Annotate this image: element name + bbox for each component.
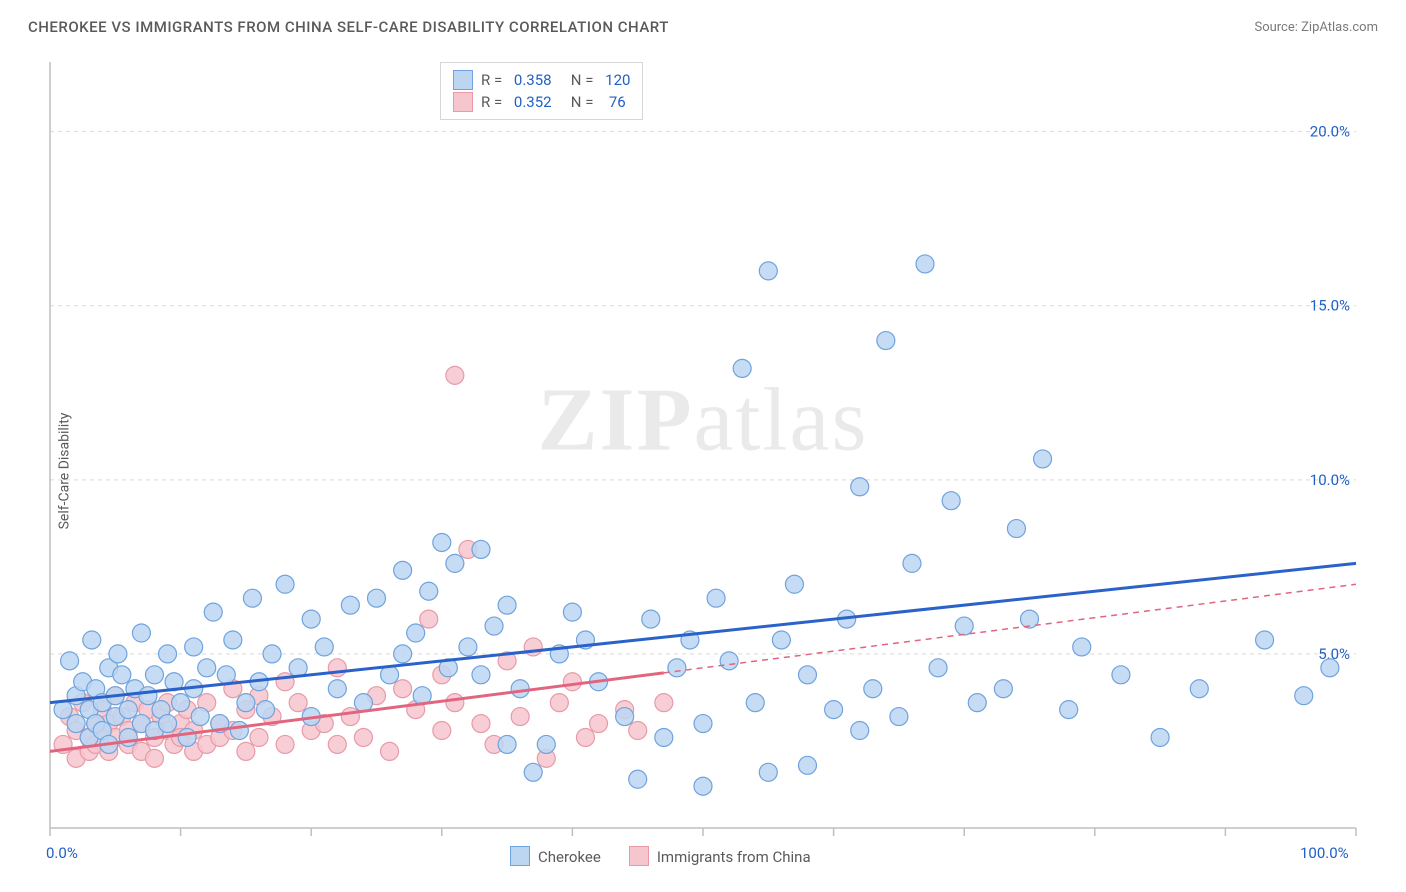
series-legend: Cherokee Immigrants from China (510, 846, 811, 866)
chart-title: CHEROKEE VS IMMIGRANTS FROM CHINA SELF-C… (28, 18, 669, 36)
legend-swatch (453, 70, 473, 90)
legend-n-label: N = (560, 69, 598, 91)
legend-row: R = 0.358 N = 120 (453, 69, 630, 91)
legend-n-label: N = (560, 91, 598, 113)
legend-swatch (510, 846, 530, 866)
series-legend-item: Cherokee (510, 846, 601, 866)
chart-area: Self-Care Disability ZIPatlas 5.0%10.0%1… (0, 50, 1406, 892)
series-legend-item: Immigrants from China (629, 846, 811, 866)
legend-row: R = 0.352 N = 76 (453, 91, 630, 113)
legend-r-value: 0.352 (514, 91, 552, 113)
x-axis-max-label: 100.0% (1300, 844, 1349, 862)
legend-r-value: 0.358 (514, 69, 552, 91)
x-axis-min-label: 0.0% (46, 844, 78, 862)
legend-n-value: 76 (605, 91, 626, 113)
correlation-legend: R = 0.358 N = 120R = 0.352 N = 76 (440, 62, 643, 120)
series-name: Immigrants from China (657, 848, 811, 866)
legend-r-label: R = (481, 69, 506, 91)
legend-n-value: 120 (605, 69, 630, 91)
legend-r-label: R = (481, 91, 506, 113)
svg-text:10.0%: 10.0% (1310, 471, 1350, 489)
series-name: Cherokee (538, 848, 601, 866)
svg-text:20.0%: 20.0% (1310, 123, 1350, 141)
source-attribution: Source: ZipAtlas.com (1254, 20, 1378, 35)
scatter-plot: 5.0%10.0%15.0%20.0% (0, 50, 1406, 892)
svg-text:15.0%: 15.0% (1310, 297, 1350, 315)
y-axis-title: Self-Care Disability (56, 413, 72, 530)
legend-swatch (629, 846, 649, 866)
legend-swatch (453, 92, 473, 112)
